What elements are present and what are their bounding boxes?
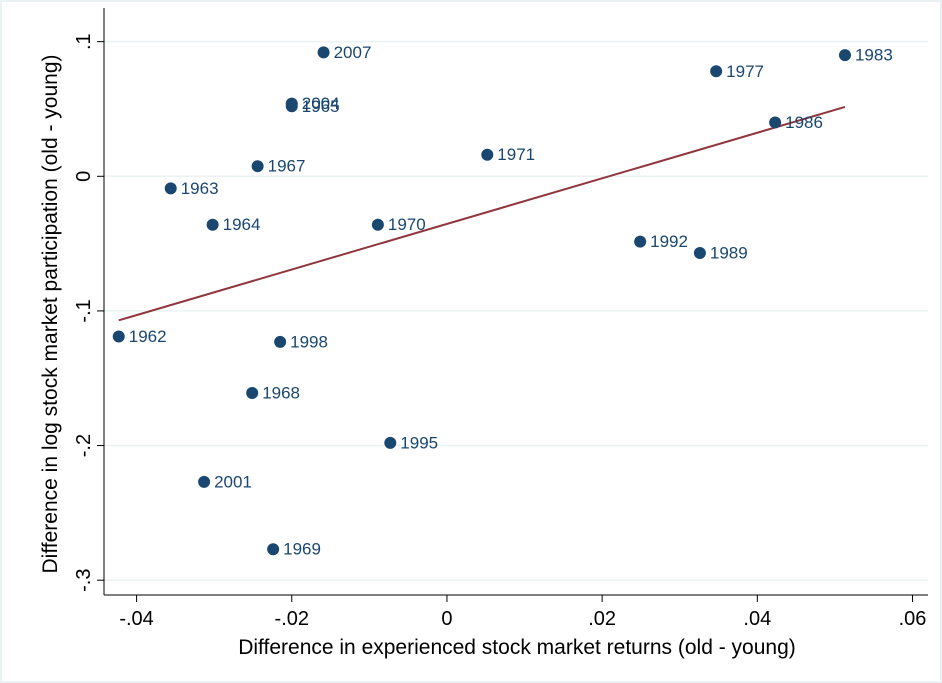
- point: [371, 218, 384, 231]
- point-label: 1968: [262, 384, 300, 403]
- y-tick-label: -.1: [73, 299, 95, 322]
- fit-line: [118, 105, 846, 322]
- point-label: 1995: [400, 433, 438, 452]
- point: [198, 475, 211, 488]
- point-label: 1967: [268, 157, 306, 176]
- point: [246, 387, 259, 400]
- point: [206, 218, 219, 231]
- x-tick-label: -.04: [119, 608, 153, 630]
- point: [267, 543, 280, 556]
- point-label: 1992: [650, 232, 688, 251]
- point: [710, 65, 723, 78]
- point: [634, 235, 647, 248]
- point-label: 1964: [223, 215, 261, 234]
- y-axis-title: Difference in log stock market participa…: [39, 54, 62, 573]
- point: [838, 49, 851, 62]
- point-label: 1962: [129, 327, 167, 346]
- point: [112, 330, 125, 343]
- point: [769, 116, 782, 129]
- x-tick-label: .02: [588, 608, 616, 630]
- point-label: 1998: [290, 332, 328, 351]
- x-tick-label: .06: [899, 608, 927, 630]
- point: [274, 335, 287, 348]
- point-label: 1970: [388, 215, 426, 234]
- x-tick-label: .04: [743, 608, 771, 630]
- point-label: 1989: [710, 244, 748, 263]
- y-tick-label: .1: [73, 33, 95, 50]
- y-tick-label: -.2: [73, 434, 95, 457]
- plot-area: [104, 8, 928, 595]
- point: [251, 160, 264, 173]
- point-label: 1963: [181, 179, 219, 198]
- point-label: 2004: [302, 94, 340, 113]
- y-tick-label: -.3: [73, 569, 95, 592]
- point-label: 1983: [855, 46, 893, 65]
- x-tick-label: -.02: [275, 608, 309, 630]
- x-tick-label: 0: [441, 608, 452, 630]
- point: [481, 148, 494, 161]
- point: [384, 436, 397, 449]
- x-axis-title: Difference in experienced stock market r…: [238, 636, 796, 659]
- point-label: 1986: [785, 113, 823, 132]
- point-label: 2007: [334, 43, 372, 62]
- y-tick-label: 0: [73, 171, 95, 182]
- point-label: 2001: [214, 472, 252, 491]
- point-label: 1965: [302, 97, 340, 116]
- point: [317, 46, 330, 59]
- point-label: 1971: [497, 145, 535, 164]
- point: [693, 247, 706, 260]
- point-label: 1977: [726, 62, 764, 81]
- point: [164, 182, 177, 195]
- point-label: 1969: [283, 540, 321, 559]
- point: [285, 100, 298, 113]
